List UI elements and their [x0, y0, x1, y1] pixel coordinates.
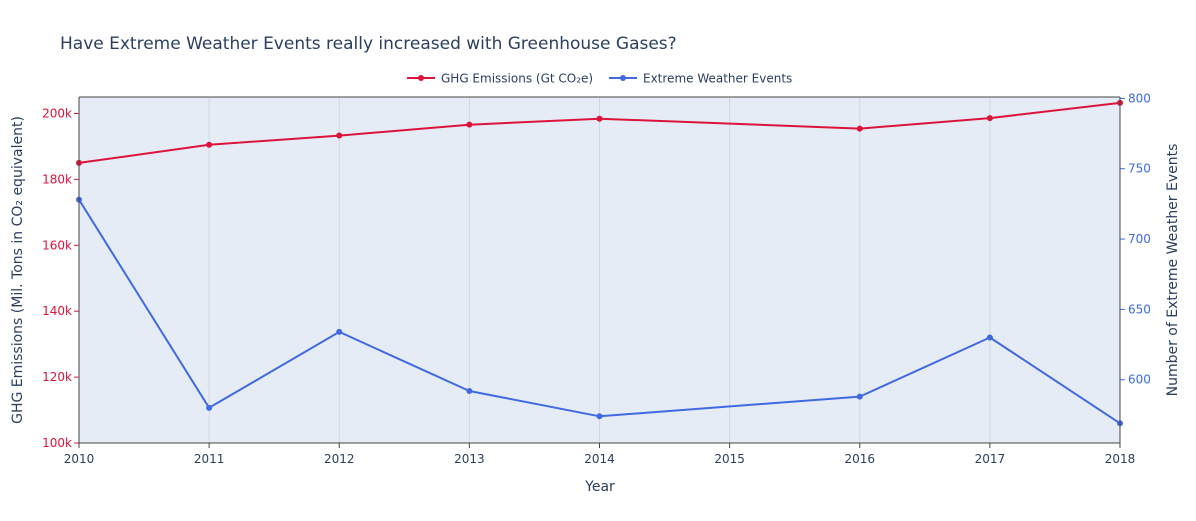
y-left-tick-label: 120k	[42, 370, 72, 384]
data-point-ghg[interactable]	[856, 125, 863, 132]
data-point-ghg[interactable]	[206, 141, 213, 148]
x-tick-label: 2018	[1105, 452, 1136, 466]
series-line-extreme-weather	[78, 199, 1121, 425]
legend-marker-extreme-weather	[620, 75, 626, 81]
x-tick-label: 2015	[714, 452, 745, 466]
y-left-tick-label: 100k	[42, 436, 72, 450]
y-right-tick-label: 750	[1128, 162, 1151, 176]
y-left-tick-label: 160k	[42, 238, 72, 252]
legend-label-ghg: GHG Emissions (Gt CO₂e)	[441, 72, 593, 86]
data-point-extreme-weather[interactable]	[986, 334, 993, 341]
data-point-extreme-weather[interactable]	[596, 413, 603, 420]
data-point-ghg[interactable]	[336, 132, 343, 139]
data-point-ghg[interactable]	[466, 121, 473, 128]
legend-marker-ghg	[418, 75, 424, 81]
chart-title: Have Extreme Weather Events really incre…	[60, 34, 677, 54]
y-right-tick-label: 650	[1128, 302, 1151, 316]
y-right-tick-label: 600	[1128, 373, 1151, 387]
data-point-ghg[interactable]	[986, 115, 993, 122]
x-tick-label: 2016	[844, 452, 875, 466]
x-axis-ticks: 2010 2011 2012 2013 2014 2015 2016 2017 2018	[64, 443, 1136, 466]
y-right-tick-label: 700	[1128, 232, 1151, 246]
y-right-tick-label: 800	[1128, 91, 1151, 105]
data-point-extreme-weather[interactable]	[856, 393, 863, 400]
y-left-tick-label: 200k	[42, 106, 72, 120]
y-axis-left-ticks: 100k 120k 140k 160k 180k 200k	[42, 106, 79, 450]
x-axis-title: Year	[584, 479, 615, 495]
legend-item-ghg[interactable]: GHG Emissions (Gt CO₂e)	[407, 72, 593, 86]
legend[interactable]: GHG Emissions (Gt CO₂e) Extreme Weather …	[407, 72, 792, 86]
plot-content	[76, 99, 1123, 427]
data-point-extreme-weather[interactable]	[206, 404, 213, 411]
legend-item-extreme-weather[interactable]: Extreme Weather Events	[609, 72, 792, 86]
x-tick-label: 2010	[64, 452, 95, 466]
x-tick-label: 2017	[975, 452, 1006, 466]
x-tick-label: 2014	[584, 452, 615, 466]
data-point-ghg[interactable]	[596, 115, 603, 122]
grid	[208, 97, 991, 443]
data-point-extreme-weather[interactable]	[336, 328, 343, 335]
x-tick-label: 2011	[194, 452, 225, 466]
y-left-tick-label: 180k	[42, 172, 72, 186]
y-axis-right-title: Number of Extreme Weather Events	[1165, 144, 1181, 397]
y-axis-right-ticks: 600 650 700 750 800	[1120, 91, 1151, 387]
series-line-ghg	[78, 101, 1121, 164]
y-left-tick-label: 140k	[42, 304, 72, 318]
legend-label-extreme-weather: Extreme Weather Events	[643, 72, 792, 86]
x-tick-label: 2013	[454, 452, 485, 466]
x-tick-label: 2012	[324, 452, 355, 466]
y-axis-left-title: GHG Emissions (Mil. Tons in CO₂ equivale…	[10, 116, 26, 424]
data-point-extreme-weather[interactable]	[466, 387, 473, 394]
